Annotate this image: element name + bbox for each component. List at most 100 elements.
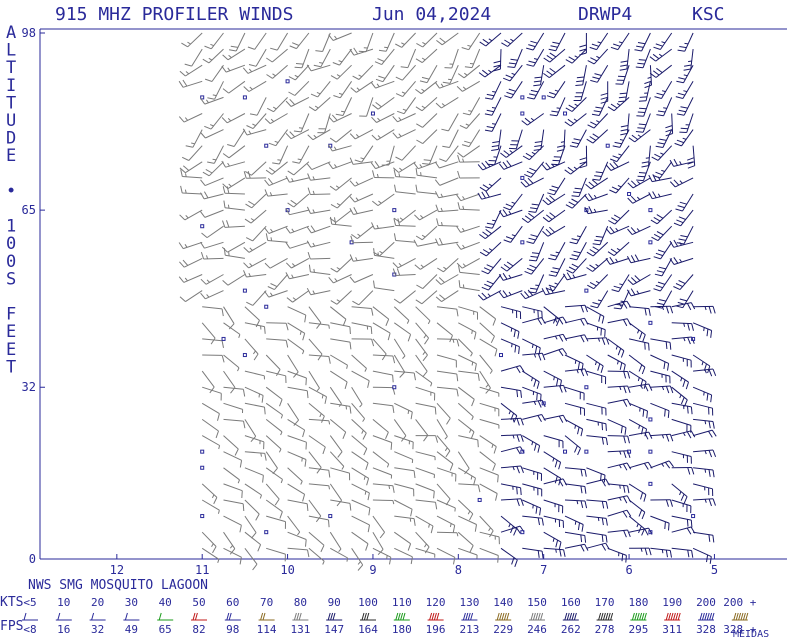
barb-flag <box>228 323 235 330</box>
barb-flag <box>550 254 558 257</box>
barb-shaft <box>393 306 410 321</box>
barb-flag <box>272 467 278 475</box>
barb-flag <box>521 120 528 126</box>
barb-flag <box>641 367 646 375</box>
barb-half-flag <box>492 123 496 125</box>
barb-flag <box>589 264 596 270</box>
barb-half-flag <box>312 176 315 180</box>
barb-flag <box>587 284 594 290</box>
barb-half-flag <box>269 192 273 196</box>
calm-marker <box>648 417 653 422</box>
barb-shaft <box>645 81 651 101</box>
barb-flag <box>516 466 520 474</box>
barb-flag <box>372 104 379 110</box>
barb-shaft <box>657 225 673 241</box>
barb-half-flag <box>210 124 214 127</box>
wind-barb <box>628 370 647 389</box>
barb-flag <box>456 309 459 317</box>
barb-flag <box>648 547 652 556</box>
barb-flag <box>373 248 375 256</box>
barb-flag <box>526 47 534 51</box>
wind-barb <box>349 254 373 262</box>
legend-barb-flag <box>711 612 715 621</box>
barb-flag <box>675 283 683 288</box>
barb-flag <box>592 178 600 181</box>
barb-flag <box>371 222 375 230</box>
barb-shaft <box>543 370 562 381</box>
legend-barb-flag <box>600 612 604 621</box>
barb-shaft <box>376 113 395 123</box>
barb-flag <box>400 66 408 69</box>
barb-flag <box>520 390 522 398</box>
barb-flag <box>456 243 462 250</box>
barb-shaft <box>311 161 331 171</box>
wind-barb <box>201 531 217 554</box>
barb-shaft <box>415 419 429 436</box>
barb-flag <box>505 74 513 79</box>
barb-shaft <box>563 129 566 150</box>
barb-shaft <box>479 547 499 556</box>
barb-half-flag <box>341 466 345 470</box>
barb-flag <box>679 298 688 302</box>
barb-flag <box>416 139 423 145</box>
barb-flag <box>368 508 371 516</box>
barb-flag <box>610 46 619 51</box>
legend-barb-flag <box>501 612 505 621</box>
wind-barb <box>306 64 331 72</box>
wind-barb <box>392 129 416 139</box>
barb-flag <box>676 80 684 84</box>
barb-half-flag <box>679 491 682 496</box>
barb-shaft <box>674 177 694 188</box>
barb-shaft <box>372 338 387 355</box>
wind-barb <box>249 97 267 116</box>
barb-flag <box>558 317 564 325</box>
barb-flag <box>490 335 495 344</box>
barb-flag <box>680 397 685 405</box>
barb-flag <box>457 202 461 210</box>
barb-flag <box>392 262 399 269</box>
wind-barb <box>372 370 394 383</box>
legend-kts-value: 20 <box>91 596 104 609</box>
barb-flag <box>580 305 584 313</box>
legend-barb-flag <box>465 612 469 621</box>
wind-barb <box>543 467 562 486</box>
barb-flag <box>686 303 692 311</box>
barb-half-flag <box>338 403 342 407</box>
barb-flag <box>266 107 274 113</box>
barb-shaft <box>543 435 564 442</box>
calm-marker <box>520 175 525 180</box>
barb-shaft <box>671 547 692 551</box>
barb-flag <box>620 132 628 136</box>
wind-barb <box>629 306 651 316</box>
barb-flag <box>285 227 291 234</box>
y-title-letter: • <box>6 181 16 201</box>
legend-barb-flag <box>564 612 568 621</box>
legend-fps-value: 147 <box>324 623 344 636</box>
barb-shaft <box>201 483 218 498</box>
barb-flag <box>556 319 560 327</box>
barb-shaft <box>183 257 203 268</box>
wind-barb <box>586 515 608 526</box>
barb-shaft <box>372 370 393 376</box>
barb-shaft <box>353 48 374 56</box>
barb-flag <box>491 148 499 151</box>
barb-shaft <box>593 274 609 290</box>
barb-shaft <box>308 467 329 471</box>
barb-half-flag <box>274 140 279 143</box>
barb-flag <box>627 371 631 379</box>
calm-marker <box>648 208 653 213</box>
wind-barb <box>585 177 608 190</box>
barb-half-flag <box>355 257 358 261</box>
barb-shaft <box>312 129 331 141</box>
barb-flag <box>573 250 581 254</box>
barb-shaft <box>415 451 436 458</box>
barb-half-flag <box>346 557 349 562</box>
wind-barb <box>456 193 480 202</box>
barb-half-flag <box>319 413 322 418</box>
barb-shaft <box>375 80 395 89</box>
barb-shaft <box>650 370 670 377</box>
wind-barb <box>393 169 416 179</box>
barb-half-flag <box>679 394 682 399</box>
wind-barb <box>586 542 610 551</box>
barb-shaft <box>382 64 395 82</box>
